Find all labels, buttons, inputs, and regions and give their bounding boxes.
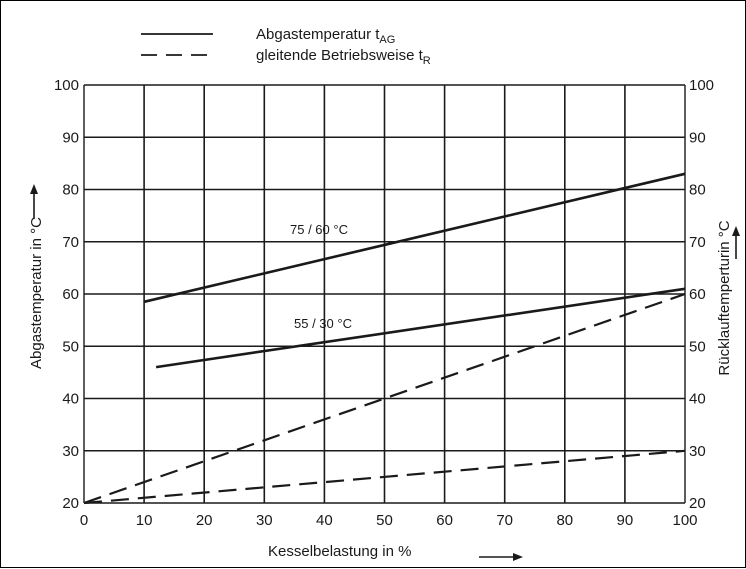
y-tick-left-50: 50	[62, 338, 79, 355]
y-tick-right-50: 50	[689, 338, 706, 355]
y-tick-left-90: 90	[62, 129, 79, 146]
legend-solid-label: Abgastemperatur tAG	[256, 26, 395, 46]
x-tick-label-20: 20	[196, 512, 213, 529]
x-tick-label-90: 90	[617, 512, 634, 529]
y-tick-right-30: 30	[689, 443, 706, 460]
grid	[83, 84, 686, 504]
y-tick-right-40: 40	[689, 391, 706, 408]
y-tick-left-40: 40	[62, 391, 79, 408]
y-tick-left-20: 20	[62, 495, 79, 512]
x-tick-label-70: 70	[496, 512, 513, 529]
y-tick-left-60: 60	[62, 286, 79, 303]
legend: Abgastemperatur tAG gleitende Betriebswe…	[141, 26, 431, 67]
y-axis-title-right: Rücklauftemperturin °C	[716, 220, 733, 375]
x-arrow-icon	[479, 553, 523, 561]
x-tick-label-50: 50	[376, 512, 393, 529]
y-arrow-left-icon	[30, 184, 38, 219]
x-tick-label-80: 80	[556, 512, 573, 529]
y-tick-left-30: 30	[62, 443, 79, 460]
y-tick-left-100: 100	[54, 77, 79, 94]
series-label-55-30: 55 / 30 °C	[294, 316, 352, 331]
legend-dashed-label: gleitende Betriebsweise tR	[256, 47, 431, 67]
y-tick-right-60: 60	[689, 286, 706, 303]
x-tick-label-60: 60	[436, 512, 453, 529]
series-line-3	[83, 449, 686, 505]
series-line-0	[143, 172, 686, 304]
series-label-75-60: 75 / 60 °C	[290, 222, 348, 237]
series-group	[83, 172, 686, 505]
x-axis-title: Kesselbelastung in %	[268, 543, 411, 560]
y-arrow-right-icon	[732, 226, 740, 259]
x-tick-label-0: 0	[80, 512, 88, 529]
x-tick-label-30: 30	[256, 512, 273, 529]
series-line-2	[83, 292, 686, 505]
y-tick-right-80: 80	[689, 182, 706, 199]
series-line-1	[155, 287, 686, 369]
y-tick-right-100: 100	[689, 77, 714, 94]
y-tick-left-70: 70	[62, 234, 79, 251]
y-tick-right-90: 90	[689, 129, 706, 146]
x-tick-label-40: 40	[316, 512, 333, 529]
y-tick-right-70: 70	[689, 234, 706, 251]
x-tick-label-10: 10	[136, 512, 153, 529]
y-axis-title-left: Abgastemperatur in °C	[28, 217, 45, 369]
y-tick-right-20: 20	[689, 495, 706, 512]
x-tick-label-100: 100	[672, 512, 697, 529]
y-tick-left-80: 80	[62, 182, 79, 199]
